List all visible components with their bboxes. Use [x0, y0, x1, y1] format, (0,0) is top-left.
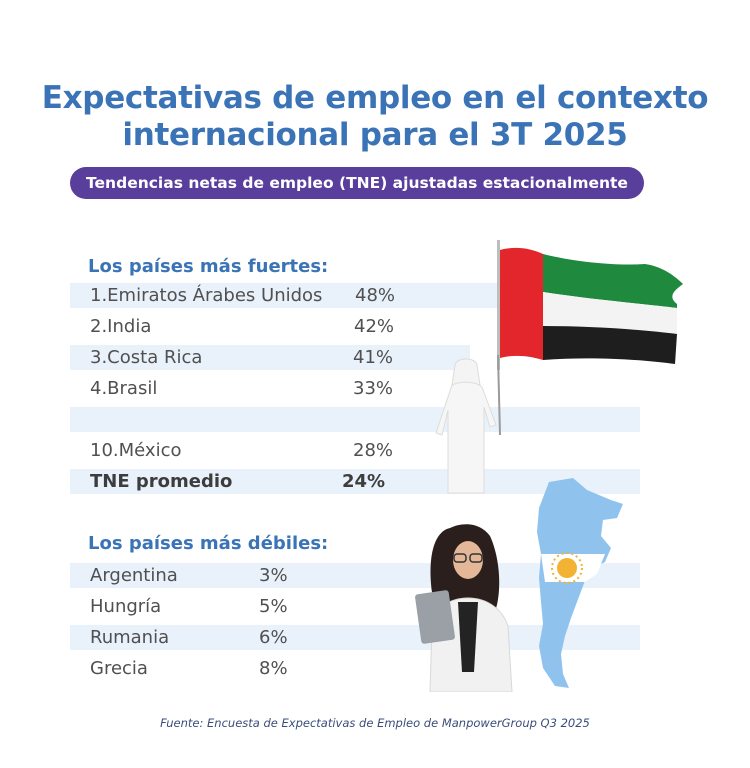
country-value: 3%	[259, 565, 288, 586]
flagpole	[497, 240, 500, 370]
flagpole-hand	[497, 355, 501, 436]
average-label: TNE promedio	[90, 471, 233, 492]
country-value: 28%	[353, 440, 394, 461]
country-name: 3.Costa Rica	[90, 347, 203, 368]
headdress	[451, 358, 481, 386]
sun-of-may-icon	[557, 558, 577, 578]
uae-flag-illustration	[497, 240, 683, 370]
strong-row-spacer	[70, 407, 640, 432]
woman-illustration	[415, 524, 513, 692]
average-value: 24%	[342, 471, 386, 492]
laptop-icon	[415, 590, 455, 644]
weak-heading: Los países más débiles:	[88, 533, 329, 554]
country-name: 10.México	[90, 440, 182, 461]
strong-row: 10.México 28%	[70, 438, 640, 463]
strong-row: 3.Costa Rica 41%	[70, 345, 470, 370]
strong-row: 4.Brasil 33%	[70, 376, 470, 401]
country-name: Argentina	[90, 565, 178, 586]
argentina-blue-shape	[537, 478, 623, 688]
striped-shirt	[458, 602, 478, 672]
country-value: 42%	[354, 316, 395, 337]
country-name: Grecia	[90, 658, 148, 679]
country-value: 48%	[355, 285, 396, 306]
person-illustration	[435, 355, 501, 494]
country-name: 2.India	[90, 316, 152, 337]
country-name: 1.Emiratos Árabes Unidos	[90, 285, 323, 306]
country-name: Hungría	[90, 596, 162, 617]
glasses-icon	[453, 553, 467, 563]
source-footnote: Fuente: Encuesta de Expectativas de Empl…	[160, 716, 590, 730]
robe	[435, 381, 497, 494]
weak-row: Hungría 5%	[70, 594, 640, 619]
title-line-2: internacional para el 3T 2025	[122, 117, 628, 153]
country-value: 8%	[259, 658, 288, 679]
country-value: 5%	[259, 596, 288, 617]
country-name: Rumania	[90, 627, 170, 648]
face	[453, 541, 483, 579]
flag-white-stripe	[543, 292, 677, 334]
country-name: 4.Brasil	[90, 378, 158, 399]
country-value: 6%	[259, 627, 288, 648]
sun-rays-icon	[551, 552, 583, 584]
page-title: Expectativas de empleo en el contexto in…	[0, 80, 750, 154]
strong-row: 2.India 42%	[70, 314, 500, 339]
flag-red-band	[500, 247, 543, 360]
title-line-1: Expectativas de empleo en el contexto	[41, 80, 709, 116]
strong-heading: Los países más fuertes:	[88, 256, 329, 277]
average-row: TNE promedio 24%	[70, 469, 640, 494]
flag-green-stripe	[543, 254, 683, 308]
subtitle-badge: Tendencias netas de empleo (TNE) ajustad…	[70, 167, 644, 199]
strong-row: 1.Emiratos Árabes Unidos 48%	[70, 283, 500, 308]
argentina-map-illustration	[537, 478, 623, 688]
country-value: 41%	[353, 347, 394, 368]
country-value: 33%	[353, 378, 394, 399]
weak-row: Grecia 8%	[70, 656, 640, 681]
flag-black-stripe	[543, 326, 677, 364]
